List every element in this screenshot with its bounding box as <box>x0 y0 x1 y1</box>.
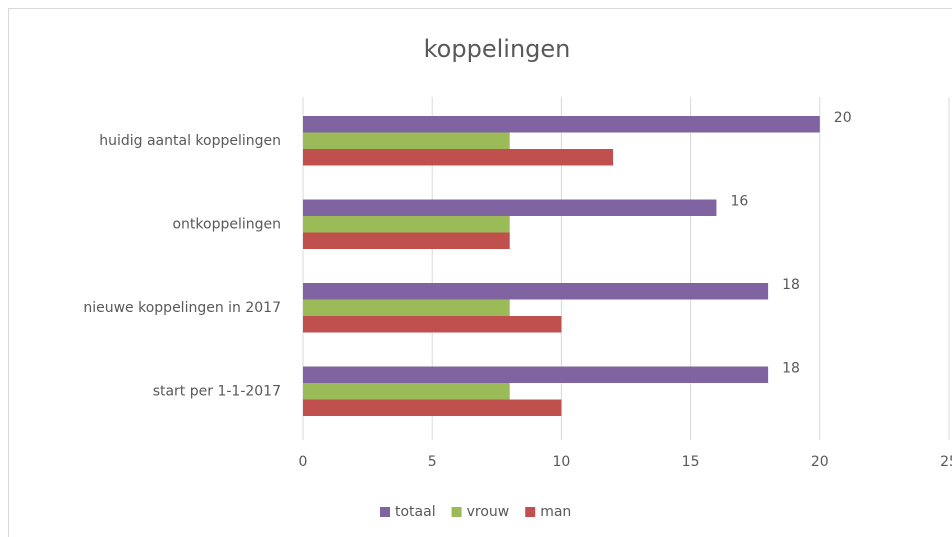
legend-swatch <box>525 507 536 517</box>
chart-title: koppelingen <box>424 35 571 63</box>
y-tick-label: start per 1-1-2017 <box>153 383 281 399</box>
data-label: 18 <box>782 277 800 293</box>
data-label: 20 <box>834 110 852 126</box>
x-tick-label: 10 <box>552 454 570 470</box>
bar <box>303 283 769 300</box>
x-tick-label: 15 <box>682 454 700 470</box>
data-label: 18 <box>782 361 800 377</box>
bar <box>303 116 820 133</box>
bar <box>303 399 562 416</box>
y-tick-label: nieuwe koppelingen in 2017 <box>83 300 281 316</box>
legend-label: vrouw <box>467 504 510 520</box>
bar <box>303 299 510 316</box>
legend-swatch <box>451 507 462 517</box>
bar <box>303 366 769 383</box>
legend-label: totaal <box>395 504 436 520</box>
x-tick-label: 25 <box>940 454 952 470</box>
y-tick-label: huidig aantal koppelingen <box>99 133 281 149</box>
bar <box>303 232 510 249</box>
legend-label: man <box>540 504 571 520</box>
x-tick-label: 20 <box>811 454 829 470</box>
bar <box>303 316 562 333</box>
y-tick-label: ontkoppelingen <box>172 216 281 232</box>
bar <box>303 383 510 400</box>
bar <box>303 132 510 149</box>
data-label: 16 <box>730 194 748 210</box>
bar <box>303 216 510 233</box>
bar <box>303 199 717 216</box>
x-tick-label: 0 <box>299 454 308 470</box>
bar <box>303 149 614 166</box>
x-tick-label: 5 <box>428 454 437 470</box>
legend-swatch <box>380 507 390 517</box>
chart-border <box>8 8 952 537</box>
